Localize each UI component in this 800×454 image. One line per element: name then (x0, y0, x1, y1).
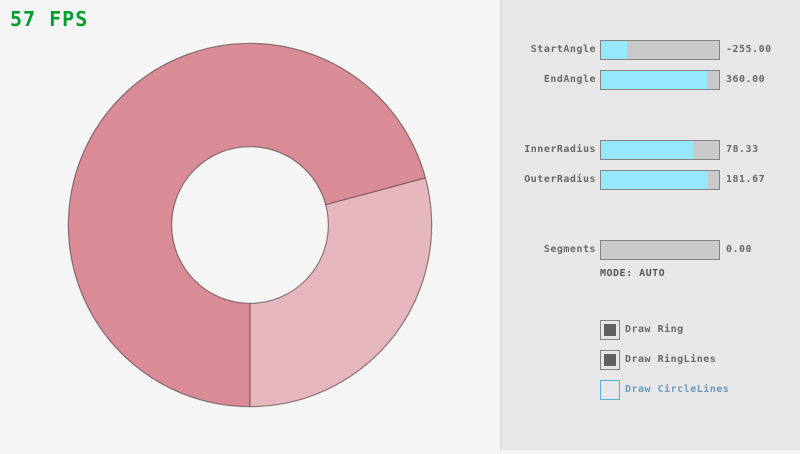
slider-fill (601, 41, 627, 59)
fps-counter: 57 FPS (10, 7, 89, 31)
slider-inner-radius[interactable] (600, 140, 720, 160)
slider-fill (601, 141, 694, 159)
slider-label-segments: Segments (543, 244, 596, 255)
ring-shape (325, 177, 426, 206)
slider-value-end-angle: 360.00 (726, 74, 766, 85)
slider-label-outer-radius: OuterRadius (524, 174, 596, 185)
checkbox-label-draw-circle-lines: Draw CircleLines (625, 384, 730, 395)
checkbox-label-draw-ring-lines: Draw RingLines (625, 354, 717, 365)
slider-outer-radius[interactable] (600, 170, 720, 190)
checkbox-draw-circle-lines[interactable] (600, 380, 620, 400)
slider-start-angle[interactable] (600, 40, 720, 60)
slider-value-segments: 0.00 (726, 244, 753, 255)
slider-end-angle[interactable] (600, 70, 720, 90)
ring-shape (171, 146, 329, 304)
slider-fill (601, 171, 709, 189)
checkbox-draw-ring-lines[interactable] (600, 350, 620, 370)
slider-value-outer-radius: 181.67 (726, 174, 766, 185)
drawing-stage (67, 42, 433, 408)
slider-label-inner-radius: InnerRadius (524, 144, 596, 155)
ring-shape (250, 177, 432, 407)
slider-label-end-angle: EndAngle (543, 74, 596, 85)
slider-fill (601, 71, 708, 89)
slider-value-start-angle: -255.00 (726, 44, 772, 55)
mode-status-text: MODE: AUTO (600, 268, 666, 279)
check-mark (604, 324, 616, 336)
slider-value-inner-radius: 78.33 (726, 144, 759, 155)
check-mark (604, 354, 616, 366)
checkbox-label-draw-ring: Draw Ring (625, 324, 684, 335)
ring-svg (67, 42, 433, 408)
slider-segments[interactable] (600, 240, 720, 260)
checkbox-draw-ring[interactable] (600, 320, 620, 340)
ring-shape (67, 42, 433, 408)
slider-label-start-angle: StartAngle (530, 44, 596, 55)
